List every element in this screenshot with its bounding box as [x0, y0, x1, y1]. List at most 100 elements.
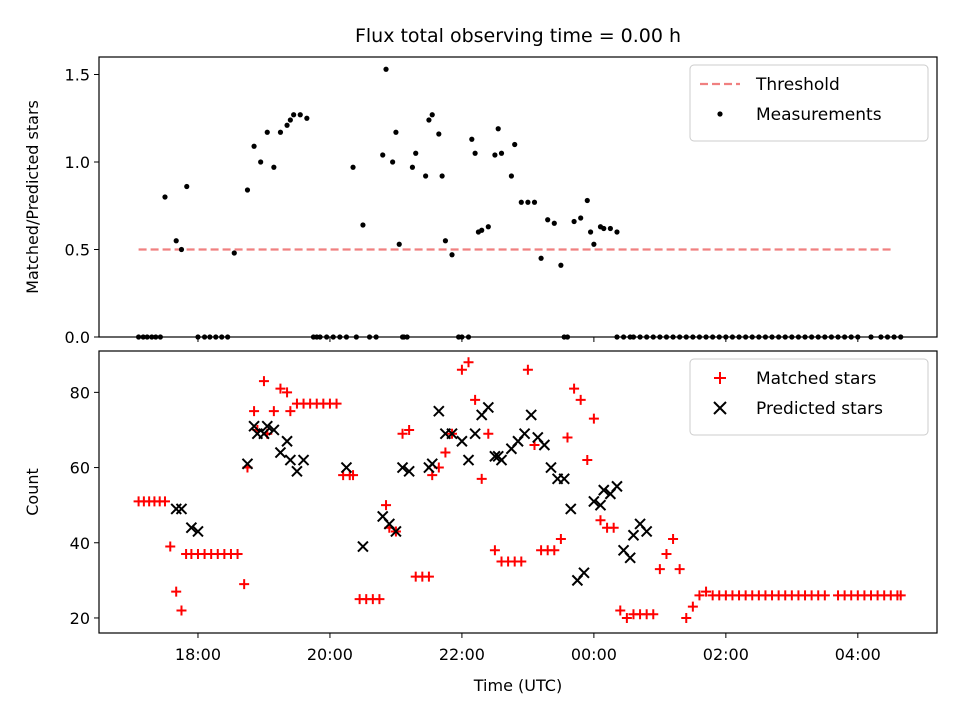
- predicted-star-point: [462, 454, 475, 466]
- measurement-point: [380, 152, 386, 158]
- predicted-star-point: [538, 439, 551, 451]
- measurement-point: [789, 334, 795, 340]
- measurement-point: [650, 334, 656, 340]
- bottom-y-axis-label: Count: [23, 468, 42, 516]
- matched-star-point: [694, 590, 705, 601]
- measurement-point: [538, 255, 544, 261]
- predicted-star-point: [426, 458, 438, 470]
- measurement-point: [390, 159, 396, 165]
- measurement-point: [297, 112, 303, 118]
- measurement-point: [842, 334, 848, 340]
- predicted-star-point: [627, 529, 640, 541]
- predicted-star-point: [558, 473, 570, 485]
- measurement-point: [690, 334, 696, 340]
- measurement-point: [614, 334, 620, 340]
- legend-predicted-swatch: [713, 401, 727, 415]
- measurement-point: [330, 334, 336, 340]
- measurement-point: [135, 334, 142, 340]
- legend-label: Threshold: [755, 75, 840, 95]
- matched-star-point: [440, 447, 451, 458]
- matched-star-point: [654, 564, 665, 575]
- measurement-point: [795, 334, 802, 340]
- measurement-point: [898, 334, 904, 340]
- matched-star-point: [171, 586, 182, 597]
- measurement-point: [884, 334, 891, 340]
- measurement-point: [512, 141, 518, 148]
- measurement-point: [153, 334, 159, 340]
- predicted-star-point: [565, 503, 577, 515]
- matched-star-point: [668, 534, 679, 544]
- measurement-point: [337, 334, 343, 340]
- predicted-star-point: [396, 461, 409, 474]
- measurement-point: [564, 334, 571, 340]
- matched-star-point: [397, 428, 408, 439]
- predicted-star-point: [611, 480, 623, 493]
- measurement-point: [525, 199, 531, 205]
- predicted-star-point: [390, 525, 402, 538]
- measurement-point: [677, 334, 683, 340]
- measurement-point: [284, 122, 290, 128]
- predicted-star-point: [281, 435, 293, 447]
- measurement-point: [587, 229, 594, 235]
- legend-box: [689, 358, 929, 436]
- measurement-point: [353, 334, 359, 340]
- matched-star-point: [331, 398, 342, 409]
- matched-star-point: [701, 586, 712, 597]
- measurement-point: [350, 164, 356, 170]
- matched-star-point: [674, 564, 685, 575]
- measurement-point: [508, 173, 515, 179]
- measurement-point: [393, 129, 399, 135]
- matched-star-point: [275, 383, 286, 394]
- bottom-plot-frame: [98, 350, 938, 634]
- predicted-star-point: [598, 484, 610, 496]
- measurement-point: [157, 334, 163, 340]
- measurement-point: [291, 112, 297, 118]
- measurement-point: [492, 152, 498, 158]
- predicted-star-point: [297, 454, 310, 466]
- measurement-point: [225, 334, 231, 340]
- predicted-star-point: [489, 450, 501, 462]
- matched-star-point: [381, 500, 392, 511]
- measurement-point: [710, 334, 716, 340]
- matched-star-point: [249, 406, 260, 417]
- predicted-star-point: [340, 461, 353, 474]
- matched-star-point: [582, 455, 593, 466]
- measurement-point: [479, 227, 485, 233]
- measurement-point: [591, 241, 597, 247]
- y-tick-label: 80: [70, 383, 90, 402]
- measurement-point: [162, 194, 168, 200]
- matched-star-point: [569, 383, 580, 394]
- predicted-star-point: [258, 428, 270, 440]
- matched-star-point: [470, 394, 481, 405]
- matched-star-point: [159, 496, 170, 507]
- y-tick-label: 1.5: [65, 66, 90, 85]
- measurement-point: [703, 334, 709, 340]
- measurement-point: [399, 334, 406, 340]
- measurement-point: [207, 334, 213, 340]
- matched-star-point: [483, 428, 494, 439]
- y-tick-label: 0.0: [65, 328, 90, 347]
- matched-star-point: [258, 376, 269, 387]
- measurement-point: [439, 173, 445, 179]
- predicted-star-point: [284, 454, 297, 466]
- matched-star-point: [621, 612, 632, 623]
- matched-star-point: [681, 612, 692, 623]
- top-data-marks: [135, 66, 904, 340]
- measurement-point: [485, 224, 491, 230]
- predicted-star-point: [241, 458, 254, 470]
- predicted-star-point: [248, 420, 260, 432]
- measurement-point: [809, 334, 815, 340]
- measurement-point: [716, 334, 722, 340]
- matched-star-point: [522, 364, 533, 375]
- measurement-point: [373, 334, 379, 340]
- measurement-point: [743, 334, 749, 340]
- predicted-star-point: [170, 503, 182, 515]
- measurement-point: [404, 334, 410, 340]
- measurement-point: [213, 334, 219, 340]
- matched-star-point: [232, 549, 243, 560]
- measurement-point: [578, 215, 584, 221]
- legend-label: Measurements: [756, 105, 882, 125]
- matched-star-point: [562, 432, 573, 443]
- measurement-point: [449, 252, 455, 258]
- measurement-point: [287, 117, 293, 123]
